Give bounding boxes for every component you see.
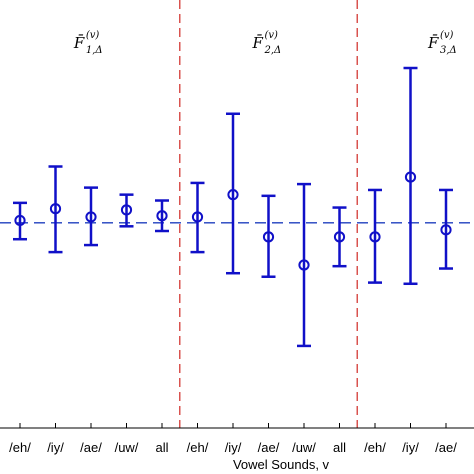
x-tick-label: all bbox=[155, 440, 168, 455]
mean-marker bbox=[298, 259, 310, 271]
mean-marker bbox=[369, 231, 381, 243]
x-tick-label: /iy/ bbox=[402, 440, 419, 455]
mean-marker bbox=[49, 203, 62, 215]
panel-label-sub-3: 3,Δ bbox=[440, 45, 457, 56]
x-ticks: /eh/ /iy/ /ae/ /uw/all/eh/ /iy/ /ae/ /uw/all/e… bbox=[9, 423, 457, 455]
x-tick-label: /eh/ bbox=[9, 440, 31, 455]
mean-marker bbox=[333, 231, 346, 243]
x-tick-label: /uw/ bbox=[115, 440, 139, 455]
panel-label-sub-1: 1,Δ bbox=[86, 45, 103, 56]
mean-marker bbox=[262, 231, 275, 243]
panel-label-1: F̄ bbox=[73, 34, 85, 52]
panel-label-sub-2: 2,Δ bbox=[264, 45, 282, 56]
panel-label-3: F̄ bbox=[427, 34, 439, 52]
mean-marker bbox=[440, 224, 452, 236]
panel-label-2: F̄ bbox=[252, 34, 264, 52]
mean-marker bbox=[156, 210, 168, 222]
panel-label-sup-2: (v) bbox=[265, 30, 279, 41]
mean-marker bbox=[120, 204, 133, 216]
mean-marker bbox=[404, 171, 417, 183]
mean-marker bbox=[227, 189, 239, 201]
mean-marker bbox=[85, 211, 97, 223]
mean-marker bbox=[14, 214, 26, 227]
x-tick-label: /eh/ bbox=[187, 440, 209, 455]
panel-label-sup-3: (v) bbox=[440, 30, 454, 41]
x-tick-label: /iy/ bbox=[225, 440, 242, 455]
panel-labels: F̄ 1,Δ(v) F̄ 2,Δ(v) F̄ 3,Δ(v) bbox=[73, 30, 457, 56]
x-tick-label: /uw/ bbox=[292, 440, 316, 455]
panel-dividers bbox=[179, 0, 358, 428]
x-tick-label: /ae/ bbox=[80, 440, 102, 455]
x-tick-label: /eh/ bbox=[364, 440, 386, 455]
x-tick-label: /ae/ bbox=[258, 440, 280, 455]
mean-marker bbox=[191, 211, 204, 223]
x-tick-label: /iy/ bbox=[47, 440, 64, 455]
error-bars bbox=[13, 66, 453, 348]
panel-label-sup-1: (v) bbox=[86, 30, 100, 41]
x-tick-label: /ae/ bbox=[435, 440, 457, 455]
x-tick-label: all bbox=[333, 440, 346, 455]
x-axis-label: Vowel Sounds, v bbox=[233, 457, 330, 472]
